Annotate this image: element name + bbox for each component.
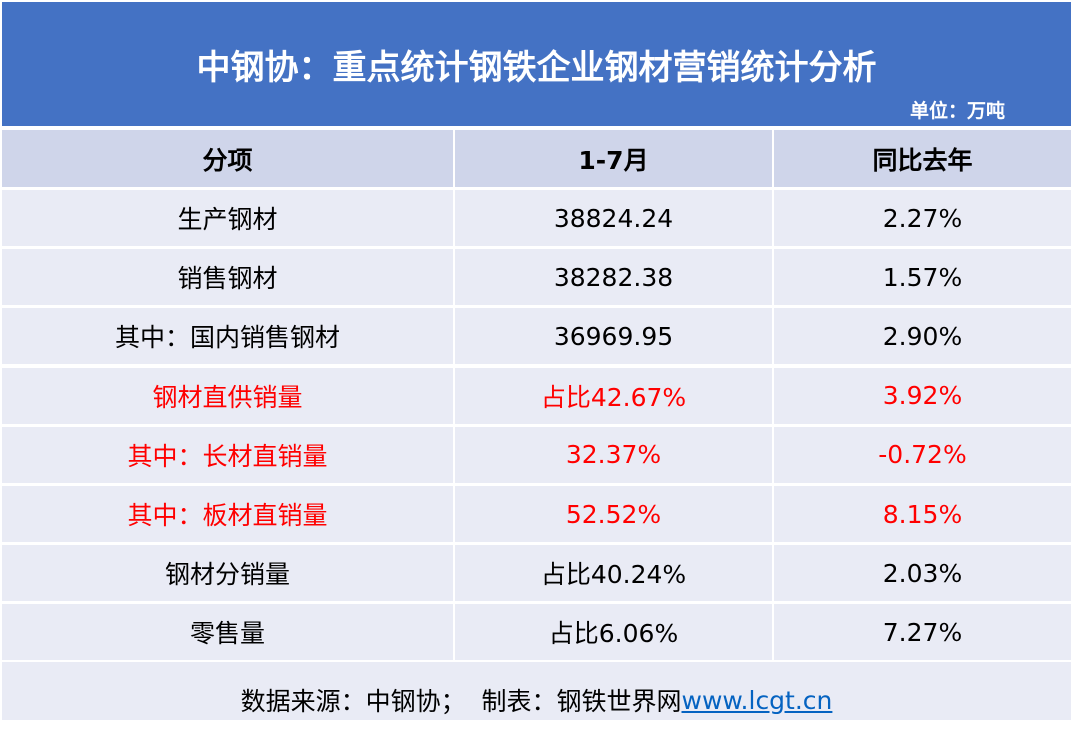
table-cell: 其中：长材直销量	[2, 426, 453, 483]
table-cell: 零售量	[2, 604, 453, 661]
table-cell: 其中：板材直销量	[2, 486, 453, 542]
unit-label: 单位：万吨	[909, 100, 1005, 122]
table-cell: 占比6.06%	[455, 604, 772, 661]
table-cell: 生产钢材	[2, 190, 453, 246]
table-cell: 36969.95	[455, 308, 772, 365]
table-cell: 38824.24	[455, 190, 772, 246]
source: 数据来源：中钢协； 制表：钢铁世界网	[240, 687, 682, 716]
table-cell: 占比40.24%	[455, 545, 772, 602]
title: 中钢协：重点统计钢铁企业钢材营销统计分析	[196, 48, 877, 88]
table-cell: 7.27%	[774, 604, 1071, 661]
link[interactable]: www.lcgt.cn	[681, 685, 833, 715]
table-cell: 52.52%	[455, 486, 772, 542]
table-cell: 38282.38	[455, 249, 772, 306]
footer: 数据来源：中钢协； 制表：钢铁世界网 www.lcgt.cn	[2, 662, 1071, 720]
column-header: 1-7月	[455, 130, 772, 187]
table-cell: 钢材直供销量	[2, 367, 453, 424]
table-cell: 其中：国内销售钢材	[2, 308, 453, 365]
table-cell: 销售钢材	[2, 249, 453, 306]
table-cell: 32.37%	[455, 426, 772, 483]
table-cell: 钢材分销量	[2, 545, 453, 602]
table-cell: 2.03%	[774, 545, 1071, 602]
table-cell: -0.72%	[774, 426, 1071, 483]
table-cell: 2.90%	[774, 308, 1071, 365]
table-cell: 3.92%	[774, 367, 1071, 424]
column-header: 分项	[2, 130, 453, 187]
title-bar	[2, 2, 1071, 126]
table-cell: 2.27%	[774, 190, 1071, 246]
table-cell: 占比42.67%	[455, 367, 772, 424]
table-cell: 1.57%	[774, 249, 1071, 306]
column-header: 同比去年	[774, 130, 1071, 187]
table-cell: 8.15%	[774, 486, 1071, 542]
